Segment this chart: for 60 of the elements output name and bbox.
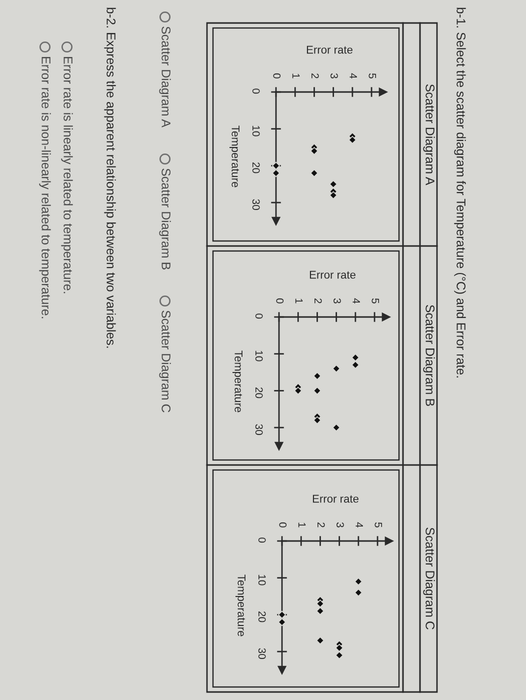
y-tick-label: 20 [258,611,266,622]
x-tick-label: 3 [330,73,338,78]
point [329,180,338,188]
text: Scatter Diagram A [423,84,435,186]
x-axis-title: Error rate [306,46,352,54]
x-tick-label: 0 [279,522,287,528]
text: Error rate is non-linearly related to temperature. [39,57,51,318]
y-tick-label: 30 [258,648,266,659]
y-tick-label: 20 [255,387,263,398]
y-tick-label: 10 [255,350,263,362]
point [278,610,286,619]
x-tick-label: 0 [276,298,284,304]
point [272,162,280,170]
x-tick-label: 0 [273,73,281,78]
point [316,607,324,615]
y-tick-label: 30 [252,199,260,210]
point [335,651,344,660]
point [278,618,286,626]
y-tick-label: 0 [255,314,263,319]
x-tick-label: 4 [350,73,357,78]
y-tick-label: 30 [255,424,263,435]
x-tick-label: 3 [334,298,341,304]
x-axis-title: Error rate [310,270,356,279]
y-tick-label: 10 [252,126,260,136]
x-tick-label: 4 [352,298,360,304]
x-axis-title: Error rate [312,494,358,503]
text: b-1. Select the scatter diagram for Temperature (°C) and Error rate. [454,8,466,378]
x-tick-label: 5 [372,298,380,304]
x-tick-label: 3 [336,522,344,528]
x-tick-label: 2 [312,74,319,78]
point [313,372,322,380]
point [335,644,344,652]
y-tick-label: 0 [258,538,266,543]
y-axis-title: Temperature [229,126,240,188]
x-tick-label: 1 [292,74,300,78]
point [313,386,322,395]
text: Scatter Diagram B [159,168,171,270]
y-axis-title: Temperature [235,574,246,636]
point [313,416,322,424]
y-tick-label: 10 [258,574,266,586]
text: b-2. Express the apparent relationship between two variables. [104,8,116,348]
x-tick-label: 2 [318,522,325,528]
point [272,169,280,178]
text: Error rate is linearly related to temperature. [61,57,73,294]
text: Scatter Diagram A [159,26,171,128]
y-tick-label: 0 [252,88,260,94]
x-tick-label: 4 [356,522,363,528]
point [316,636,324,644]
x-tick-label: 1 [295,298,303,304]
y-axis-title: Temperature [232,350,242,412]
x-tick-label: 1 [298,522,306,528]
text: Scatter Diagram C [423,528,435,630]
text: Scatter Diagram B [423,305,435,406]
point [329,191,338,200]
y-tick-label: 20 [252,162,260,174]
x-tick-label: 5 [374,522,382,528]
point [310,147,318,155]
text: Scatter Diagram C [159,310,171,412]
x-tick-label: 5 [368,73,376,78]
x-tick-label: 2 [314,298,322,304]
